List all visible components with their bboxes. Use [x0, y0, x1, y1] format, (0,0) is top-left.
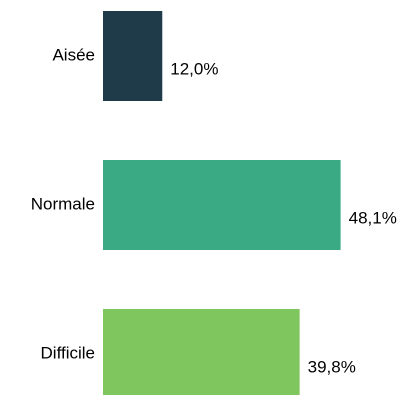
- category-label: Normale: [31, 194, 95, 213]
- bar-2: [103, 309, 300, 395]
- bar-1: [103, 160, 341, 250]
- category-label: Difficile: [41, 343, 95, 362]
- bar-0: [103, 11, 163, 101]
- value-label: 48,1%: [349, 208, 397, 227]
- value-label: 39,8%: [308, 357, 356, 376]
- value-label: 12,0%: [170, 59, 218, 78]
- category-label: Aisée: [52, 45, 95, 64]
